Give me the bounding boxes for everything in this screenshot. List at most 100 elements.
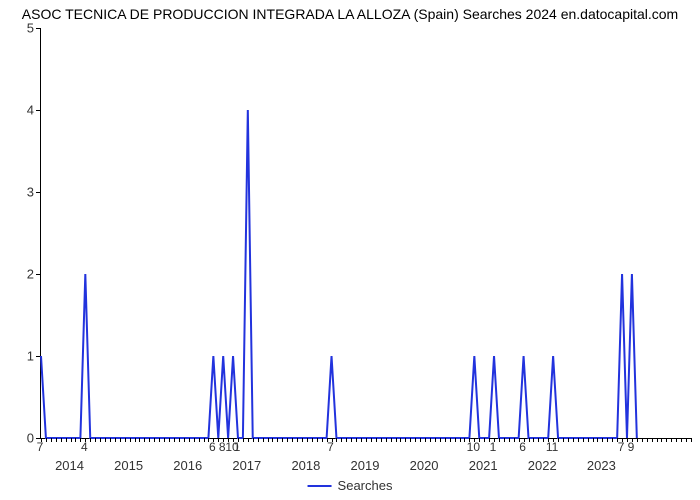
x-year-label: 2021: [469, 458, 498, 473]
x-minor-tick: [671, 438, 672, 442]
x-minor-tick: [573, 438, 574, 442]
x-minor-tick: [268, 438, 269, 442]
x-minor-tick: [691, 438, 692, 442]
x-minor-tick: [184, 438, 185, 442]
y-tick-label: 2: [4, 267, 34, 282]
x-minor-tick: [277, 438, 278, 442]
x-minor-tick: [130, 438, 131, 442]
point-label: 10: [467, 440, 480, 454]
point-label: 1: [490, 440, 497, 454]
y-tick-mark: [36, 438, 40, 439]
point-label: 7: [37, 440, 44, 454]
point-label: 9: [628, 440, 635, 454]
x-minor-tick: [681, 438, 682, 442]
x-year-label: 2014: [55, 458, 84, 473]
x-minor-tick: [125, 438, 126, 442]
x-minor-tick: [661, 438, 662, 442]
x-minor-tick: [169, 438, 170, 442]
x-minor-tick: [66, 438, 67, 442]
x-minor-tick: [317, 438, 318, 442]
legend-label: Searches: [338, 478, 393, 493]
x-minor-tick: [538, 438, 539, 442]
x-minor-tick: [445, 438, 446, 442]
chart-title: ASOC TECNICA DE PRODUCCION INTEGRADA LA …: [0, 6, 700, 22]
y-tick-mark: [36, 28, 40, 29]
x-minor-tick: [366, 438, 367, 442]
point-label: 6: [209, 440, 216, 454]
y-tick-mark: [36, 356, 40, 357]
x-year-label: 2015: [114, 458, 143, 473]
x-minor-tick: [499, 438, 500, 442]
x-minor-tick: [194, 438, 195, 442]
x-minor-tick: [356, 438, 357, 442]
chart-container: ASOC TECNICA DE PRODUCCION INTEGRADA LA …: [0, 0, 700, 500]
x-minor-tick: [287, 438, 288, 442]
x-minor-tick: [563, 438, 564, 442]
x-minor-tick: [144, 438, 145, 442]
x-minor-tick: [400, 438, 401, 442]
x-minor-tick: [253, 438, 254, 442]
x-year-label: 2022: [528, 458, 557, 473]
x-minor-tick: [533, 438, 534, 442]
x-minor-tick: [243, 438, 244, 442]
x-minor-tick: [514, 438, 515, 442]
y-tick-mark: [36, 110, 40, 111]
x-minor-tick: [593, 438, 594, 442]
x-minor-tick: [139, 438, 140, 442]
x-minor-tick: [435, 438, 436, 442]
point-label: 7: [327, 440, 334, 454]
x-minor-tick: [159, 438, 160, 442]
x-minor-tick: [302, 438, 303, 442]
x-year-label: 2020: [410, 458, 439, 473]
point-label: 6: [519, 440, 526, 454]
y-tick-mark: [36, 192, 40, 193]
x-minor-tick: [405, 438, 406, 442]
x-minor-tick: [415, 438, 416, 442]
x-minor-tick: [272, 438, 273, 442]
x-minor-tick: [149, 438, 150, 442]
x-minor-tick: [666, 438, 667, 442]
x-minor-tick: [410, 438, 411, 442]
x-minor-tick: [174, 438, 175, 442]
x-minor-tick: [56, 438, 57, 442]
x-minor-tick: [509, 438, 510, 442]
x-minor-tick: [75, 438, 76, 442]
x-minor-tick: [95, 438, 96, 442]
x-minor-tick: [120, 438, 121, 442]
x-minor-tick: [460, 438, 461, 442]
x-minor-tick: [612, 438, 613, 442]
x-minor-tick: [430, 438, 431, 442]
x-minor-tick: [381, 438, 382, 442]
x-minor-tick: [450, 438, 451, 442]
x-minor-tick: [312, 438, 313, 442]
x-minor-tick: [568, 438, 569, 442]
x-minor-tick: [164, 438, 165, 442]
line-series: [41, 28, 691, 438]
y-tick-label: 3: [4, 185, 34, 200]
x-minor-tick: [371, 438, 372, 442]
x-minor-tick: [346, 438, 347, 442]
x-minor-tick: [307, 438, 308, 442]
x-year-label: 2019: [351, 458, 380, 473]
x-minor-tick: [248, 438, 249, 442]
x-minor-tick: [420, 438, 421, 442]
x-minor-tick: [51, 438, 52, 442]
x-minor-tick: [543, 438, 544, 442]
x-minor-tick: [46, 438, 47, 442]
x-minor-tick: [686, 438, 687, 442]
x-minor-tick: [607, 438, 608, 442]
x-minor-tick: [263, 438, 264, 442]
y-tick-label: 0: [4, 431, 34, 446]
x-minor-tick: [652, 438, 653, 442]
x-minor-tick: [647, 438, 648, 442]
x-year-label: 2023: [587, 458, 616, 473]
x-minor-tick: [504, 438, 505, 442]
x-minor-tick: [199, 438, 200, 442]
x-minor-tick: [322, 438, 323, 442]
x-minor-tick: [642, 438, 643, 442]
x-minor-tick: [376, 438, 377, 442]
x-minor-tick: [204, 438, 205, 442]
x-minor-tick: [425, 438, 426, 442]
y-tick-label: 1: [4, 349, 34, 364]
x-minor-tick: [110, 438, 111, 442]
